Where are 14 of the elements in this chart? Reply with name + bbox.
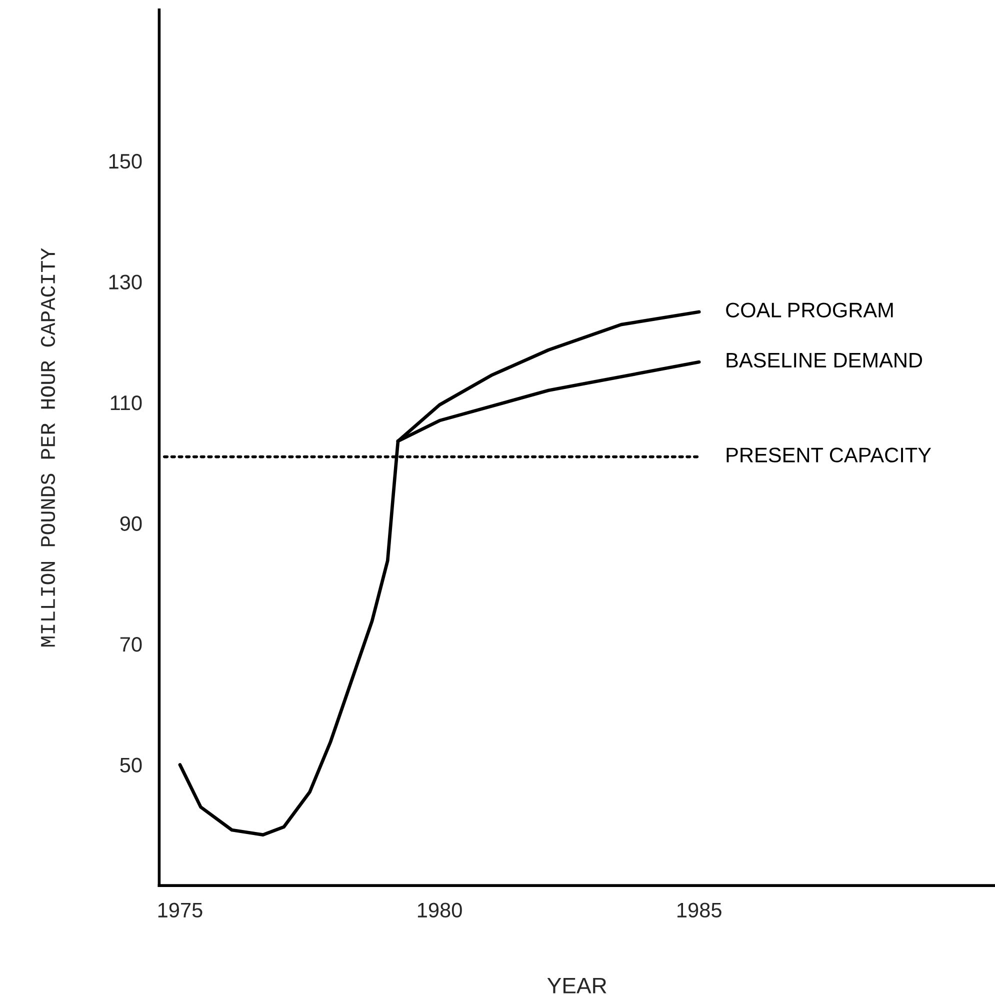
x-axis-title: YEAR <box>547 978 606 994</box>
x-tick-label: 1985 <box>678 902 722 918</box>
y-tick-label: 110 <box>110 395 142 410</box>
y-axis-title: MILLION POUNDS PER HOUR CAPACITY <box>40 248 56 646</box>
series-label: PRESENT CAPACITY <box>726 448 932 462</box>
series-label: COAL PROGRAM <box>726 302 893 318</box>
y-tick-label: 90 <box>120 516 142 531</box>
y-tick-label: 130 <box>109 274 142 290</box>
y-tick-label: 70 <box>120 637 142 652</box>
y-tick-label: 50 <box>120 758 142 773</box>
x-tick-label: 1975 <box>158 902 202 918</box>
x-tick-label: 1980 <box>418 902 462 918</box>
y-tick-label: 150 <box>109 154 142 169</box>
series-label: BASELINE DEMAND <box>726 352 922 368</box>
